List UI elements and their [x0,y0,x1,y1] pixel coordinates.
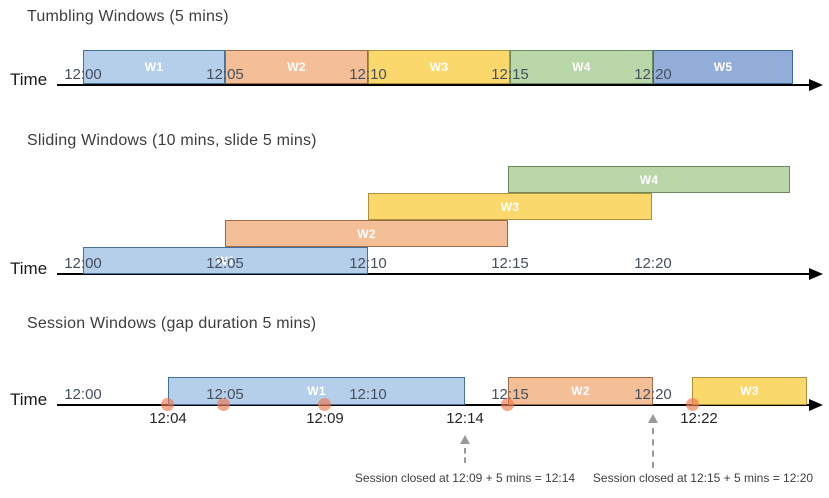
tick-label: 12:20 [634,66,672,83]
event-dot [686,398,699,411]
tick-label: 12:15 [491,66,529,83]
tick-label: 12:05 [206,66,244,83]
timeline-arrowhead-icon [809,399,823,411]
event-time-label: 12:22 [680,410,718,427]
annotation-arrow-icon [648,414,658,423]
window-label: W2 [287,60,306,74]
tick-label: 12:05 [206,386,244,403]
event-dot [501,398,514,411]
window-w2: W2 [508,377,653,405]
timeline [57,273,813,275]
window-w3: W3 [692,377,807,405]
window-w2: W2 [225,220,508,247]
section-title: Tumbling Windows (5 mins) [27,8,229,25]
annotation-arrow-icon [460,435,470,444]
window-w3: W3 [368,193,652,220]
window-label: W1 [307,384,326,398]
window-w4: W4 [508,166,790,193]
tick-label: 12:15 [491,255,529,272]
window-label: W3 [429,60,449,74]
window-w3: W3 [368,50,510,84]
window-w1: W1 [83,247,368,274]
window-w2: W2 [225,50,368,84]
window-label: W3 [740,384,759,398]
timeline [57,84,813,86]
tick-label: 12:00 [64,255,102,272]
time-axis-label: Time [10,259,48,278]
window-w4: W4 [510,50,653,84]
tick-label: 12:10 [349,255,387,272]
window-label: W2 [571,384,590,398]
event-dot [161,398,174,411]
window-w1: W1 [83,50,225,84]
event-time-label: 12:09 [306,410,344,427]
timeline [57,404,813,406]
time-axis-label: Time [10,390,48,409]
window-label: W2 [357,226,376,241]
window-label: W3 [500,199,520,214]
window-label: W4 [639,172,659,187]
window-label: W5 [713,60,733,74]
window-label: W1 [144,60,164,74]
tick-label: 12:20 [634,386,672,403]
section-title: Session Windows (gap duration 5 mins) [27,315,317,332]
annotation-arrow-line [652,428,654,468]
time-axis-label: Time [10,70,48,89]
tick-label: 12:05 [206,255,244,272]
event-dot [318,398,331,411]
window-w5: W5 [653,50,793,84]
tick-label: 12:20 [634,255,672,272]
section-title: Sliding Windows (10 mins, slide 5 mins) [27,132,317,149]
event-dot [217,398,230,411]
session-annotation: Session closed at 12:09 + 5 mins = 12:14 [354,471,576,485]
timeline-arrowhead-icon [809,268,823,280]
annotation-arrow-line [464,448,466,463]
tick-label: 12:15 [491,386,529,403]
tick-label: 12:00 [64,66,102,83]
event-time-label: 12:04 [149,410,187,427]
tick-label: 12:10 [349,66,387,83]
session-annotation: Session closed at 12:15 + 5 mins = 12:20 [592,471,814,485]
timeline-arrowhead-icon [809,79,823,91]
tick-label: 12:00 [64,386,102,403]
window-label: W4 [572,60,591,74]
tick-label: 12:10 [349,386,387,403]
window-label: W1 [216,253,235,268]
event-time-label: 12:14 [446,410,484,427]
